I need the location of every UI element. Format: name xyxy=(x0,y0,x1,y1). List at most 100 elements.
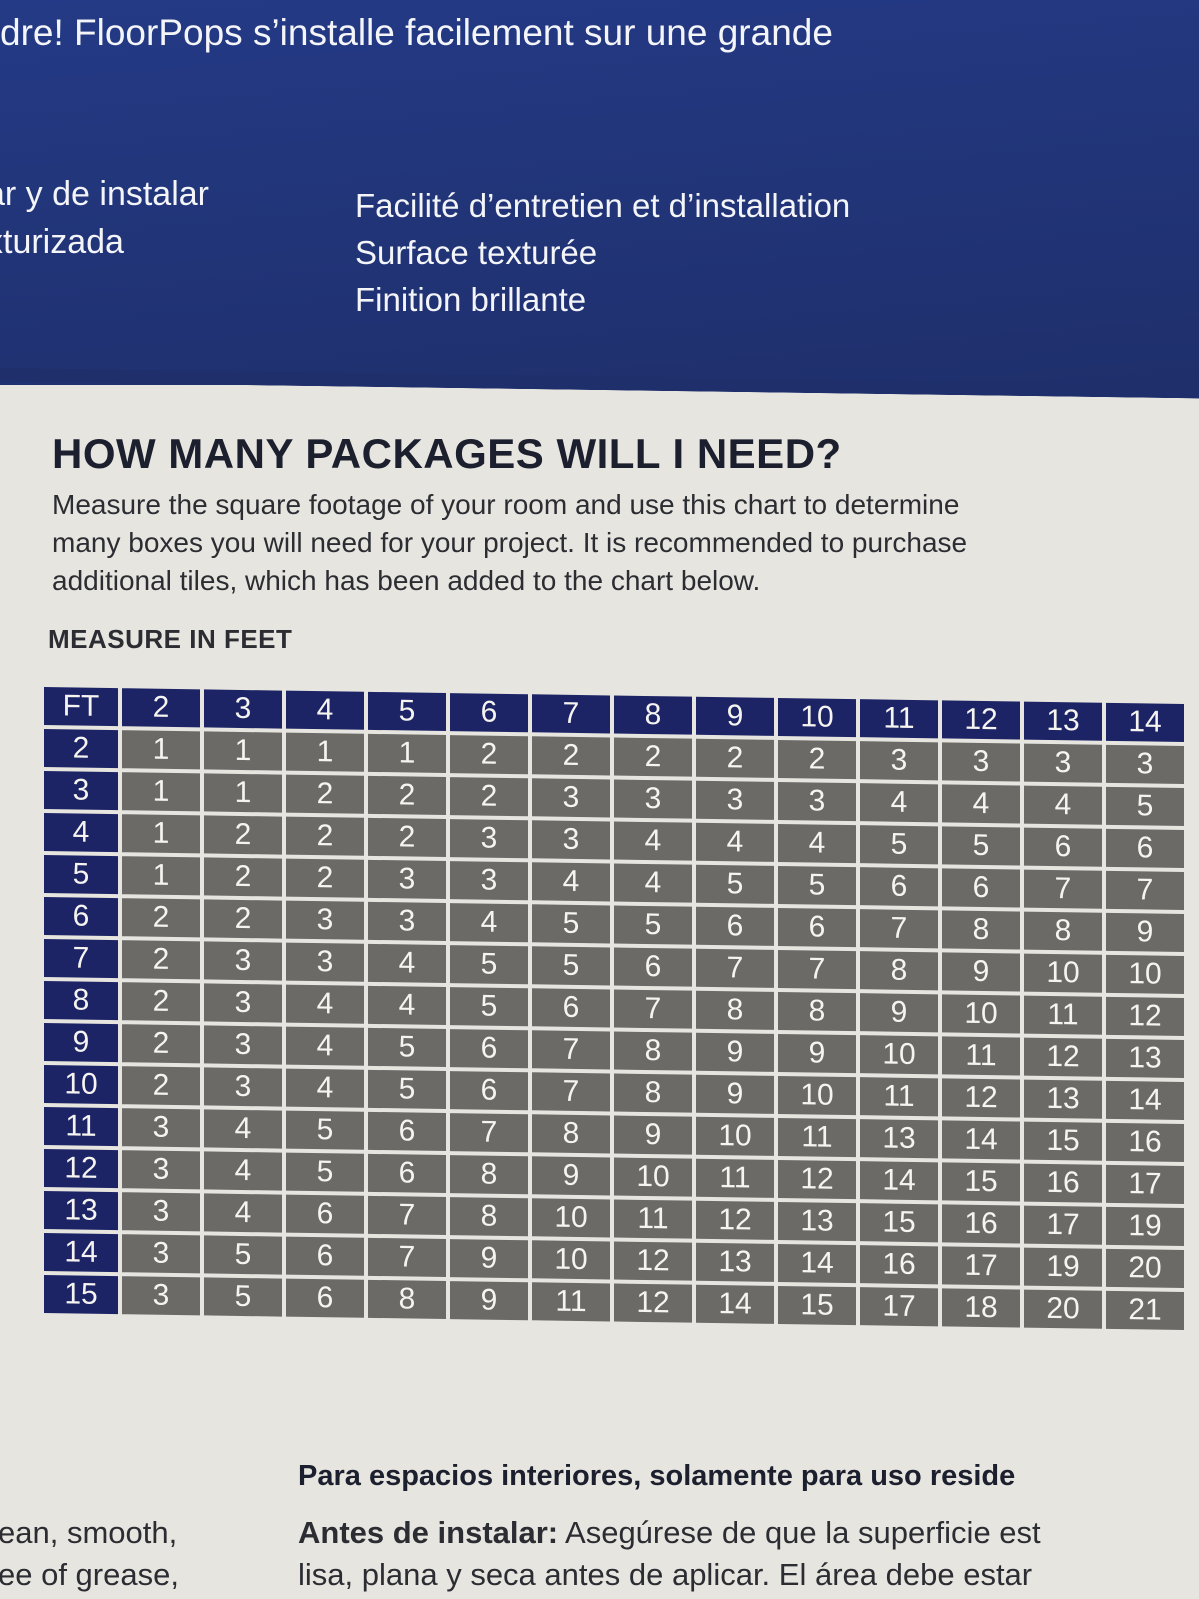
package-count-cell: 18 xyxy=(942,1288,1020,1328)
package-count-cell: 8 xyxy=(614,1073,692,1113)
column-header: 12 xyxy=(942,700,1020,740)
package-count-cell: 5 xyxy=(860,825,938,865)
package-count-cell: 4 xyxy=(614,821,692,861)
package-count-cell: 9 xyxy=(696,1032,774,1072)
package-count-cell: 6 xyxy=(286,1236,364,1276)
package-count-cell: 7 xyxy=(860,909,938,949)
package-count-cell: 4 xyxy=(368,943,446,984)
package-count-cell: 7 xyxy=(532,1030,610,1070)
package-count-cell: 12 xyxy=(1024,1037,1102,1077)
package-table: FT 2 3 4 5 6 7 8 9 10 11 12 13 14 2 1 1 1 1 2 2 2 2 2 3 3 3 3 3 1 1 2 2 2… xyxy=(40,683,1188,1334)
column-header: 6 xyxy=(450,693,528,733)
package-count-cell: 3 xyxy=(1106,744,1184,784)
package-count-cell: 20 xyxy=(1106,1248,1184,1288)
package-count-cell: 2 xyxy=(614,737,692,777)
column-header: 3 xyxy=(204,689,282,729)
package-count-cell: 5 xyxy=(204,1277,282,1317)
package-count-cell: 8 xyxy=(368,1279,446,1320)
column-header: 9 xyxy=(696,696,774,736)
package-count-cell: 1 xyxy=(204,731,282,771)
package-count-cell: 9 xyxy=(1106,912,1184,952)
package-count-cell: 2 xyxy=(122,898,200,938)
package-count-cell: 3 xyxy=(696,780,774,820)
package-count-cell: 8 xyxy=(778,991,856,1032)
intro-line: additional tiles, which has been added t… xyxy=(52,565,761,596)
package-count-cell: 10 xyxy=(1106,954,1184,994)
row-header: 10 xyxy=(44,1065,118,1105)
row-header: 6 xyxy=(44,897,118,937)
row-header: 12 xyxy=(44,1149,118,1189)
package-count-cell: 2 xyxy=(122,982,200,1022)
package-count-cell: 6 xyxy=(286,1278,364,1318)
intro-line: many boxes you will need for your projec… xyxy=(52,527,968,558)
package-count-cell: 8 xyxy=(614,1031,692,1071)
package-count-cell: 3 xyxy=(1024,743,1102,783)
package-count-cell: 2 xyxy=(778,739,856,780)
row-header: 14 xyxy=(44,1233,118,1273)
package-count-cell: 5 xyxy=(532,946,610,986)
package-count-cell: 3 xyxy=(122,1192,200,1232)
package-count-cell: 5 xyxy=(286,1110,364,1150)
row-header: 9 xyxy=(44,1023,118,1063)
package-count-cell: 2 xyxy=(204,815,282,855)
package-count-cell: 10 xyxy=(696,1116,774,1156)
column-header: 13 xyxy=(1024,701,1102,741)
footer-line-rest: Asegúrese de que la superficie est xyxy=(558,1515,1041,1550)
package-count-cell: 6 xyxy=(1106,828,1184,868)
package-count-cell: 5 xyxy=(696,864,774,904)
package-count-cell: 6 xyxy=(860,867,938,907)
package-count-cell: 2 xyxy=(450,735,528,775)
package-count-cell: 3 xyxy=(122,1234,200,1274)
package-count-cell: 9 xyxy=(614,1115,692,1155)
package-count-cell: 5 xyxy=(450,987,528,1027)
package-count-cell: 3 xyxy=(286,900,364,940)
footer-right-line-2: lisa, plana y seca antes de aplicar. El … xyxy=(298,1557,1033,1592)
package-count-cell: 9 xyxy=(450,1239,528,1279)
package-count-cell: 6 xyxy=(368,1153,446,1194)
package-count-cell: 2 xyxy=(696,738,774,778)
package-count-cell: 10 xyxy=(942,994,1020,1034)
package-count-cell: 5 xyxy=(368,1027,446,1068)
package-count-cell: 7 xyxy=(532,1072,610,1112)
row-header: 5 xyxy=(44,855,118,895)
package-count-cell: 16 xyxy=(1024,1163,1102,1203)
package-count-cell: 17 xyxy=(1024,1205,1102,1245)
package-count-cell: 14 xyxy=(942,1120,1020,1160)
package-count-cell: 7 xyxy=(368,1195,446,1236)
column-header: 4 xyxy=(286,690,364,730)
package-count-cell: 10 xyxy=(614,1157,692,1197)
package-count-cell: 4 xyxy=(450,903,528,943)
column-header: 5 xyxy=(368,691,446,732)
package-count-cell: 16 xyxy=(860,1245,938,1285)
package-count-cell: 14 xyxy=(860,1161,938,1201)
column-header: 8 xyxy=(614,695,692,735)
intro-line: Measure the square footage of your room … xyxy=(52,489,960,520)
package-count-cell: 14 xyxy=(778,1243,856,1284)
package-count-cell: 9 xyxy=(942,952,1020,992)
package-count-cell: 6 xyxy=(368,1111,446,1152)
package-count-cell: 4 xyxy=(204,1109,282,1149)
package-count-cell: 3 xyxy=(614,779,692,819)
package-count-cell: 7 xyxy=(1024,869,1102,909)
package-count-cell: 13 xyxy=(860,1119,938,1159)
package-count-cell: 7 xyxy=(450,1113,528,1153)
package-count-cell: 4 xyxy=(368,985,446,1026)
package-count-cell: 5 xyxy=(450,945,528,985)
footer-left-column: ean, smooth, ee of grease, xyxy=(0,1512,179,1596)
package-count-cell: 1 xyxy=(122,730,200,770)
package-count-cell: 3 xyxy=(860,741,938,781)
package-count-cell: 10 xyxy=(860,1035,938,1075)
package-count-cell: 5 xyxy=(942,826,1020,866)
package-count-cell: 4 xyxy=(614,863,692,903)
package-chart: FT 2 3 4 5 6 7 8 9 10 11 12 13 14 2 1 1 1 1 2 2 2 2 2 3 3 3 3 3 1 1 2 2 2… xyxy=(40,683,1188,1334)
footer-left-line: ee of grease, xyxy=(0,1557,179,1592)
package-count-cell: 1 xyxy=(122,814,200,854)
footer-right-column: Antes de instalar: Asegúrese de que la s… xyxy=(298,1512,1041,1596)
package-count-cell: 4 xyxy=(942,784,1020,824)
package-count-cell: 11 xyxy=(614,1199,692,1239)
package-count-cell: 6 xyxy=(450,1071,528,1111)
footer-lead: Antes de instalar: xyxy=(298,1515,559,1550)
column-header: 2 xyxy=(122,688,200,728)
package-count-cell: 13 xyxy=(1024,1079,1102,1119)
package-count-cell: 7 xyxy=(696,948,774,988)
